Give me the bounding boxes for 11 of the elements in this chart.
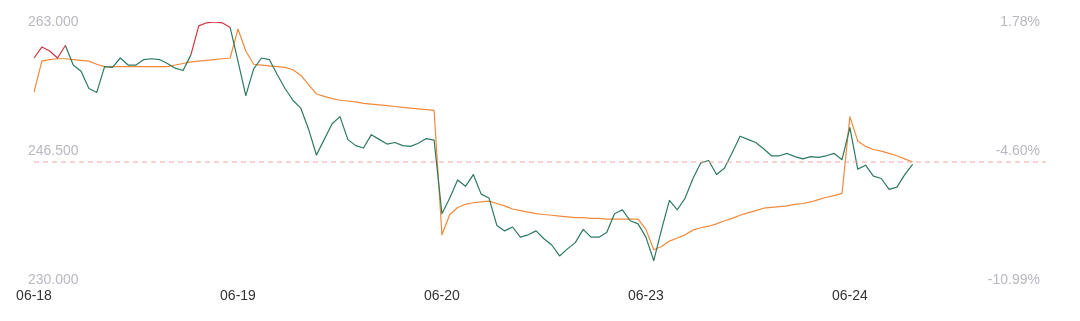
y2-tick-label: 1.78% bbox=[1000, 12, 1040, 29]
y-tick-label: 246.500 bbox=[28, 141, 79, 158]
y-tick-label: 263.000 bbox=[28, 12, 79, 29]
x-tick-label: 06-18 bbox=[16, 287, 53, 304]
x-tick-label: 06-23 bbox=[628, 287, 665, 304]
y2-tick-label: -10.99% bbox=[987, 271, 1040, 288]
x-tick-label: 06-20 bbox=[424, 287, 461, 304]
x-tick-label: 06-24 bbox=[831, 287, 868, 304]
y-tick-label: 230.000 bbox=[28, 271, 79, 288]
y2-tick-label: -4.60% bbox=[995, 141, 1040, 158]
x-tick-label: 06-19 bbox=[220, 287, 257, 304]
